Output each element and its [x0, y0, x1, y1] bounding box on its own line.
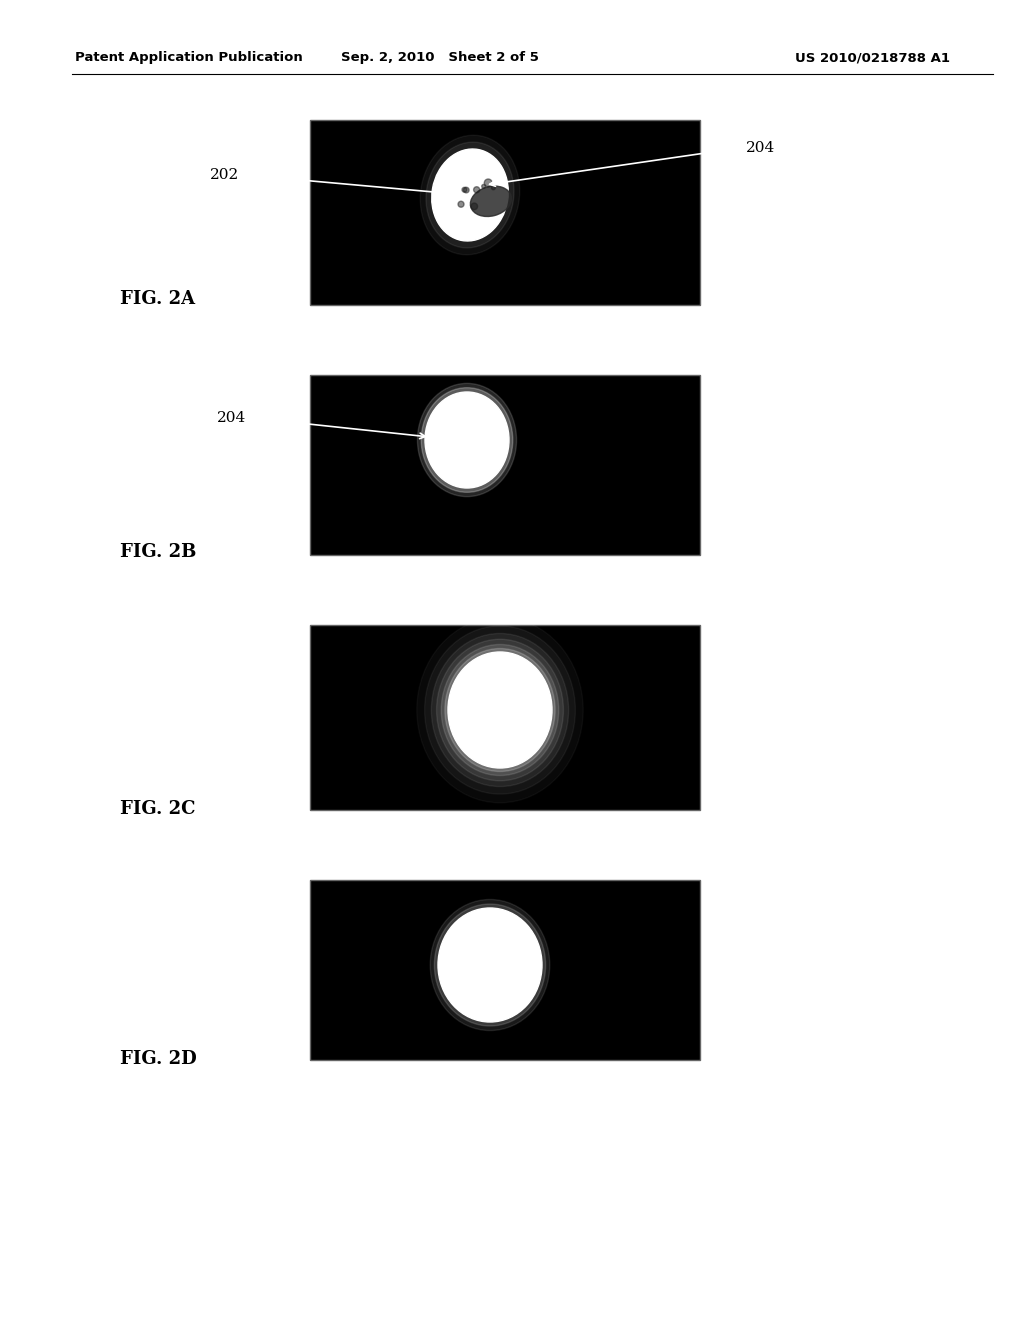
Text: Patent Application Publication: Patent Application Publication — [75, 51, 303, 65]
Ellipse shape — [458, 201, 464, 207]
Text: FIG. 2B: FIG. 2B — [120, 543, 197, 561]
Ellipse shape — [471, 203, 477, 210]
Ellipse shape — [492, 186, 496, 190]
Ellipse shape — [438, 908, 542, 1022]
Text: FIG. 2C: FIG. 2C — [120, 800, 196, 818]
Ellipse shape — [474, 186, 479, 193]
Ellipse shape — [481, 185, 485, 189]
Ellipse shape — [431, 634, 568, 787]
Ellipse shape — [418, 383, 516, 496]
Text: US 2010/0218788 A1: US 2010/0218788 A1 — [795, 51, 950, 65]
Text: FIG. 2D: FIG. 2D — [120, 1049, 197, 1068]
Ellipse shape — [449, 652, 552, 768]
Text: FIG. 2A: FIG. 2A — [120, 290, 196, 308]
Ellipse shape — [425, 626, 575, 795]
Text: 204: 204 — [746, 141, 775, 154]
Ellipse shape — [464, 187, 469, 193]
Text: 204: 204 — [217, 411, 246, 425]
Ellipse shape — [420, 135, 520, 255]
Ellipse shape — [462, 187, 467, 193]
Bar — [310, 880, 700, 1060]
Ellipse shape — [470, 186, 511, 216]
Text: Sep. 2, 2010   Sheet 2 of 5: Sep. 2, 2010 Sheet 2 of 5 — [341, 51, 539, 65]
Text: 202: 202 — [210, 168, 239, 182]
Ellipse shape — [426, 143, 514, 248]
Ellipse shape — [432, 149, 508, 242]
Ellipse shape — [425, 392, 509, 488]
Ellipse shape — [421, 388, 513, 492]
Ellipse shape — [430, 899, 550, 1031]
Ellipse shape — [484, 180, 493, 187]
Ellipse shape — [444, 648, 555, 771]
Bar — [310, 624, 700, 810]
Bar — [310, 375, 700, 554]
Bar — [310, 120, 700, 305]
Ellipse shape — [434, 904, 546, 1026]
Ellipse shape — [436, 639, 563, 780]
Ellipse shape — [441, 644, 559, 776]
